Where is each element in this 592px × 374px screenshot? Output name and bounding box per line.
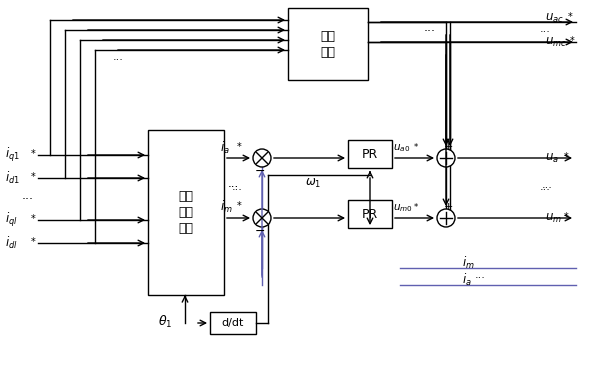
Text: ···: ··· <box>475 273 485 283</box>
Text: $*$: $*$ <box>236 199 243 209</box>
Text: 耦合
补偿: 耦合 补偿 <box>320 30 336 58</box>
Text: $i_a$: $i_a$ <box>462 272 472 288</box>
Bar <box>210 312 256 334</box>
Text: ···: ··· <box>540 27 551 37</box>
Text: ···: ··· <box>112 55 124 65</box>
Text: $*$: $*$ <box>30 235 37 245</box>
Bar <box>348 200 392 228</box>
Text: $i_{q1}$: $i_{q1}$ <box>5 146 20 164</box>
Text: $i_{d1}$: $i_{d1}$ <box>5 170 20 186</box>
Text: $*$: $*$ <box>563 210 570 220</box>
Text: $i_m$: $i_m$ <box>462 255 475 271</box>
Text: $*$: $*$ <box>413 200 419 209</box>
Text: $-$: $-$ <box>255 163 266 177</box>
Text: $+$: $+$ <box>443 200 453 212</box>
Text: ···: ··· <box>542 183 553 193</box>
Text: $\omega_1$: $\omega_1$ <box>305 177 321 190</box>
Text: $i_{dl}$: $i_{dl}$ <box>5 235 18 251</box>
Text: $+$: $+$ <box>443 141 453 151</box>
Text: $i_{ql}$: $i_{ql}$ <box>5 211 18 229</box>
Text: $*$: $*$ <box>30 147 37 157</box>
Circle shape <box>253 209 271 227</box>
Text: $u_a$: $u_a$ <box>545 151 559 165</box>
Text: PR: PR <box>362 208 378 221</box>
Text: ···: ··· <box>540 185 551 195</box>
Text: $u_{ac}$: $u_{ac}$ <box>545 12 564 25</box>
Text: $i_a$: $i_a$ <box>220 140 230 156</box>
Circle shape <box>437 149 455 167</box>
Text: ···: ··· <box>227 181 239 194</box>
Text: ···: ··· <box>424 25 436 39</box>
Text: $*$: $*$ <box>569 34 575 44</box>
Bar <box>348 140 392 168</box>
Text: ···: ··· <box>231 185 243 195</box>
Text: $*$: $*$ <box>413 141 419 150</box>
Text: $-$: $-$ <box>255 224 266 236</box>
Text: $u_{mc}$: $u_{mc}$ <box>545 36 567 49</box>
Bar <box>148 130 224 295</box>
Text: $u_{a0}$: $u_{a0}$ <box>393 142 410 154</box>
Circle shape <box>253 149 271 167</box>
Text: 多相
坐标
变换: 多相 坐标 变换 <box>179 190 194 235</box>
Text: $*$: $*$ <box>567 10 574 20</box>
Text: $u_m$: $u_m$ <box>545 211 562 224</box>
Text: $\theta_1$: $\theta_1$ <box>158 314 172 330</box>
Text: PR: PR <box>362 147 378 160</box>
Text: $*$: $*$ <box>563 150 570 160</box>
Text: $*$: $*$ <box>30 212 37 222</box>
Bar <box>288 8 368 80</box>
Text: $u_{m0}$: $u_{m0}$ <box>393 202 413 214</box>
Circle shape <box>437 209 455 227</box>
Text: $*$: $*$ <box>30 170 37 180</box>
Text: $*$: $*$ <box>236 140 243 150</box>
Text: ···: ··· <box>22 193 34 206</box>
Text: d/dt: d/dt <box>222 318 244 328</box>
Text: $i_m$: $i_m$ <box>220 199 233 215</box>
